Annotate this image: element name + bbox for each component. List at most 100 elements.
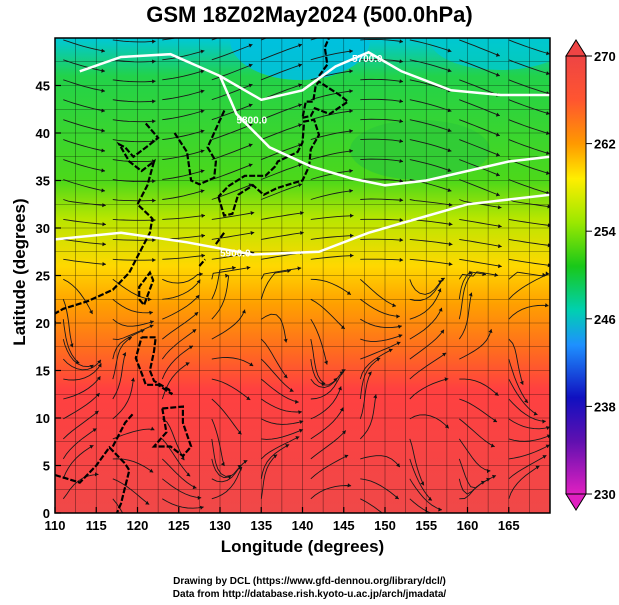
streamline	[112, 39, 156, 43]
streamline	[211, 44, 253, 61]
wind-arrowhead	[399, 59, 404, 64]
streamline	[112, 119, 156, 123]
wind-arrowhead	[490, 443, 495, 448]
streamline	[458, 458, 486, 489]
wind-arrowhead	[227, 475, 232, 480]
wind-arrowhead	[340, 325, 345, 329]
wind-arrowhead	[349, 148, 353, 154]
wind-arrowhead	[180, 456, 185, 461]
contour-label: 5900.0	[220, 249, 251, 260]
streamline	[459, 119, 500, 137]
wind-arrowhead	[399, 39, 404, 44]
x-axis-label: Longitude (degrees)	[220, 537, 385, 556]
wind-arrowhead	[200, 169, 205, 174]
streamline	[63, 392, 100, 420]
streamline	[112, 298, 153, 314]
streamline	[409, 378, 449, 400]
wind-arrowhead	[250, 211, 255, 216]
streamline	[63, 79, 106, 92]
streamline	[63, 139, 106, 152]
wind-arrowhead	[498, 224, 502, 229]
streamline	[112, 377, 134, 420]
wind-arrowhead	[298, 183, 303, 188]
wind-arrowhead	[194, 312, 199, 316]
streamline	[310, 339, 326, 385]
wind-arrowhead	[225, 273, 229, 278]
streamline	[409, 159, 452, 172]
streamline	[459, 39, 500, 57]
streamline	[162, 254, 206, 260]
wind-arrowhead	[488, 329, 493, 334]
x-tick-label: 125	[168, 518, 190, 533]
wind-arrowhead	[101, 48, 105, 53]
streamline	[310, 190, 353, 200]
wind-arrowhead	[200, 109, 205, 114]
wind-arrowhead	[298, 123, 303, 128]
streamline	[459, 179, 500, 196]
streamline	[508, 358, 529, 404]
streamline	[62, 428, 97, 460]
contour-line	[79, 50, 550, 102]
streamline	[508, 218, 550, 226]
streamline	[112, 218, 156, 221]
streamline	[261, 183, 303, 200]
streamline	[458, 272, 473, 320]
streamline	[112, 324, 154, 341]
streamline	[409, 238, 453, 245]
streamline	[508, 465, 540, 499]
wind-arrowhead	[394, 495, 399, 500]
wind-arrowhead	[420, 481, 424, 486]
streamline	[161, 345, 194, 380]
streamline	[112, 199, 156, 202]
streamline	[211, 163, 253, 180]
wind-arrowhead	[249, 362, 254, 366]
streamline	[211, 275, 230, 320]
wind-arrowhead	[92, 428, 97, 432]
wind-arrowhead	[399, 119, 404, 124]
wind-arrowhead	[237, 430, 242, 435]
colorbar-tick-label: 246	[594, 312, 616, 327]
wind-arrowhead	[448, 241, 453, 247]
wind-arrowhead	[298, 43, 303, 48]
wind-arrowhead	[295, 436, 300, 440]
streamline	[409, 498, 433, 513]
streamline	[508, 179, 550, 195]
streamline	[310, 318, 328, 365]
streamline	[409, 39, 452, 52]
streamline	[409, 438, 425, 486]
streamline	[162, 311, 199, 340]
wind-arrowhead	[494, 391, 499, 396]
streamline	[458, 438, 491, 472]
streamline	[162, 110, 205, 121]
wind-arrowhead	[447, 128, 452, 133]
wind-arrowhead	[97, 359, 101, 364]
wind-arrowhead	[97, 363, 102, 368]
wind-arrowhead	[347, 483, 352, 488]
wind-arrowhead	[95, 393, 100, 398]
streamline	[459, 139, 500, 157]
coastline	[198, 258, 206, 267]
streamline	[63, 218, 106, 225]
geopotential-contours: 5700.0 5800.0 5900.0	[55, 50, 550, 260]
colorbar-tick-label: 270	[594, 49, 616, 64]
cold-pool	[230, 38, 370, 80]
y-tick-label: 45	[36, 79, 50, 94]
wind-arrowhead	[96, 376, 101, 381]
streamline	[112, 478, 150, 505]
wind-arrowhead	[341, 369, 346, 373]
coastline	[134, 336, 174, 396]
streamline	[360, 218, 404, 221]
wind-arrowhead	[447, 188, 452, 193]
wind-arrowhead	[285, 444, 290, 448]
streamline	[360, 334, 403, 342]
streamline	[112, 59, 156, 63]
wind-arrowhead	[486, 477, 491, 482]
wind-arrowhead	[237, 464, 242, 469]
wind-arrowhead	[493, 418, 498, 423]
wind-arrowhead	[495, 112, 500, 117]
wind-arrowhead	[349, 109, 353, 114]
wind-arrowhead	[437, 280, 442, 284]
streamline	[359, 394, 377, 440]
wind-arrowhead	[248, 63, 253, 68]
streamline	[310, 359, 338, 386]
